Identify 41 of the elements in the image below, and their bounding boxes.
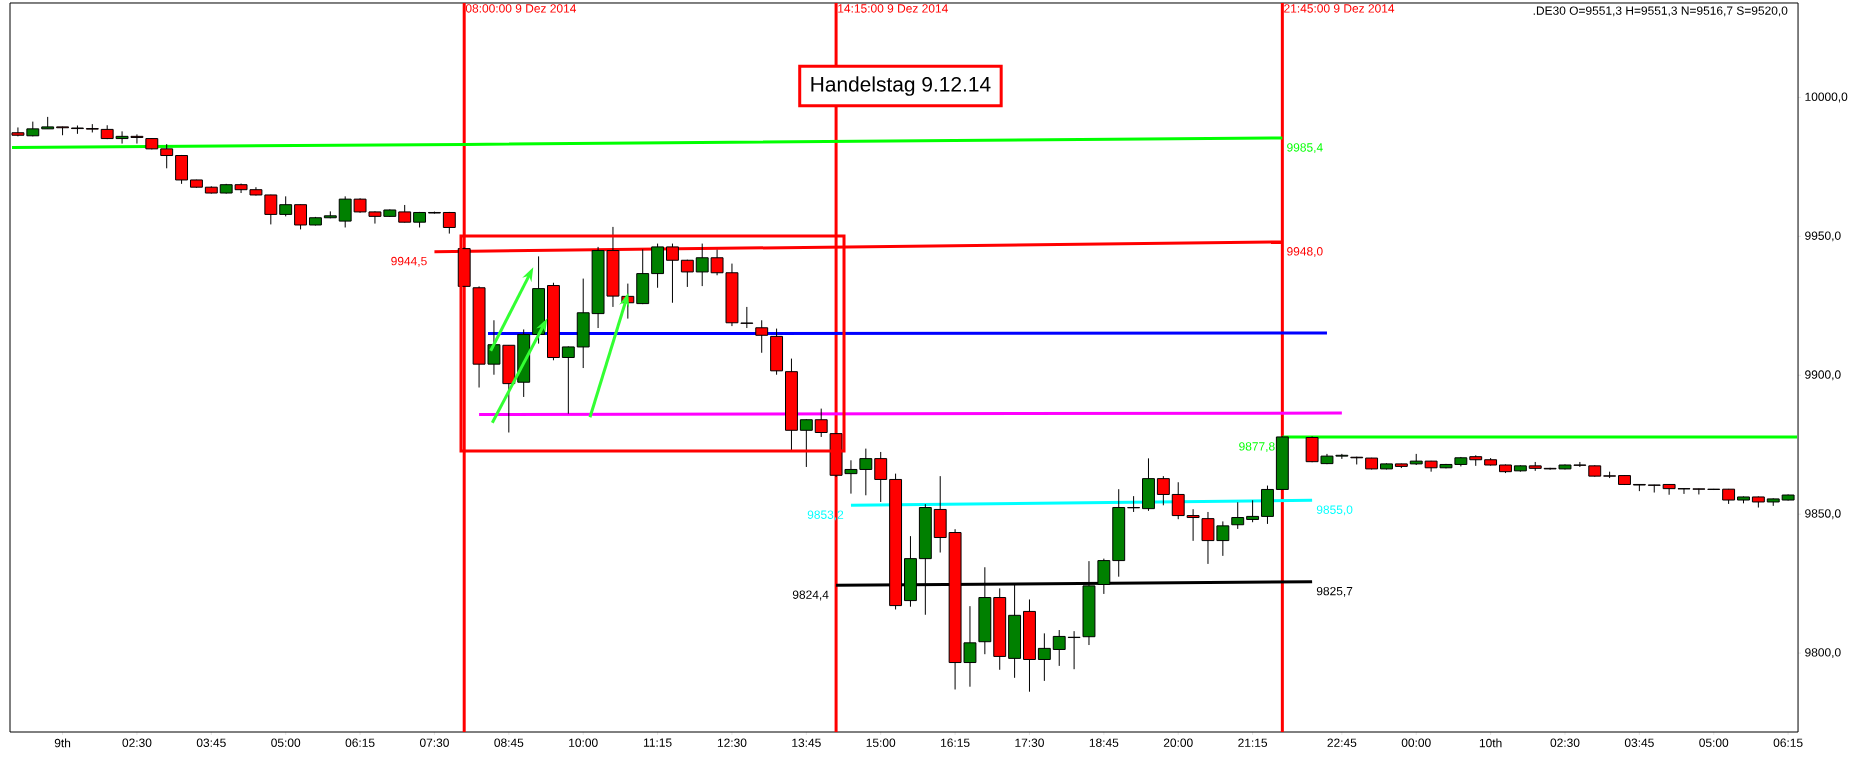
x-tick-label: 00:00 <box>1401 738 1431 747</box>
ref-line-label: 21:45:00 9 Dez 2014 <box>1284 4 1395 13</box>
y-tick-label: 9950,0 <box>1805 231 1841 242</box>
x-tick-label: 13:45 <box>792 738 821 747</box>
x-tick-label: 06:15 <box>1773 738 1803 747</box>
y-tick-label: 10000,0 <box>1805 92 1848 103</box>
x-tick-label: 11:15 <box>643 738 672 747</box>
x-tick-label: 07:30 <box>419 738 449 747</box>
x-tick-label: 20:00 <box>1163 738 1193 747</box>
annotation: Handelstag 9.12.14 <box>811 76 991 96</box>
annotation: 9824,4 <box>792 590 829 601</box>
x-tick-label: 12:30 <box>717 738 747 747</box>
x-tick-label: 08:45 <box>494 738 524 747</box>
annotation: 9825,7 <box>1316 586 1353 597</box>
x-tick-label: 10th <box>1479 738 1502 748</box>
x-tick-label: 17:30 <box>1015 738 1044 747</box>
x-tick-label: 22:45 <box>1327 738 1357 747</box>
x-tick-label: 16:15 <box>941 738 970 747</box>
annotation: .DE30 O=9551,3 H=9551,3 N=9516,7 S=9520,0 <box>1533 6 1788 17</box>
x-tick-label: 9th <box>54 738 71 748</box>
annotation: 9985,4 <box>1287 143 1323 154</box>
annotation: 9855,0 <box>1316 505 1353 516</box>
x-tick-label: 10:00 <box>569 738 598 747</box>
ref-line-label: 14:15:00 9 Dez 2014 <box>838 4 948 13</box>
x-tick-label: 05:00 <box>1699 738 1729 747</box>
x-tick-label: 21:15 <box>1238 738 1268 747</box>
x-tick-label: 18:45 <box>1089 738 1119 747</box>
y-tick-label: 9800,0 <box>1805 648 1841 659</box>
x-tick-label: 02:30 <box>122 738 152 747</box>
x-tick-label: 03:45 <box>1624 738 1654 747</box>
x-tick-label: 15:00 <box>866 738 896 747</box>
x-tick-label: 02:30 <box>1550 738 1580 747</box>
x-tick-label: 05:00 <box>271 738 301 747</box>
y-tick-label: 9850,0 <box>1805 509 1841 520</box>
annotation: 9948,0 <box>1287 247 1323 257</box>
ref-line-label: 08:00:00 9 Dez 2014 <box>465 4 577 13</box>
annotation: 9944,5 <box>391 256 427 267</box>
annotation: 9877,8 <box>1239 442 1275 453</box>
x-tick-label: 03:45 <box>196 738 226 747</box>
x-tick-label: 06:15 <box>345 738 375 747</box>
y-tick-label: 9900,0 <box>1805 370 1841 381</box>
